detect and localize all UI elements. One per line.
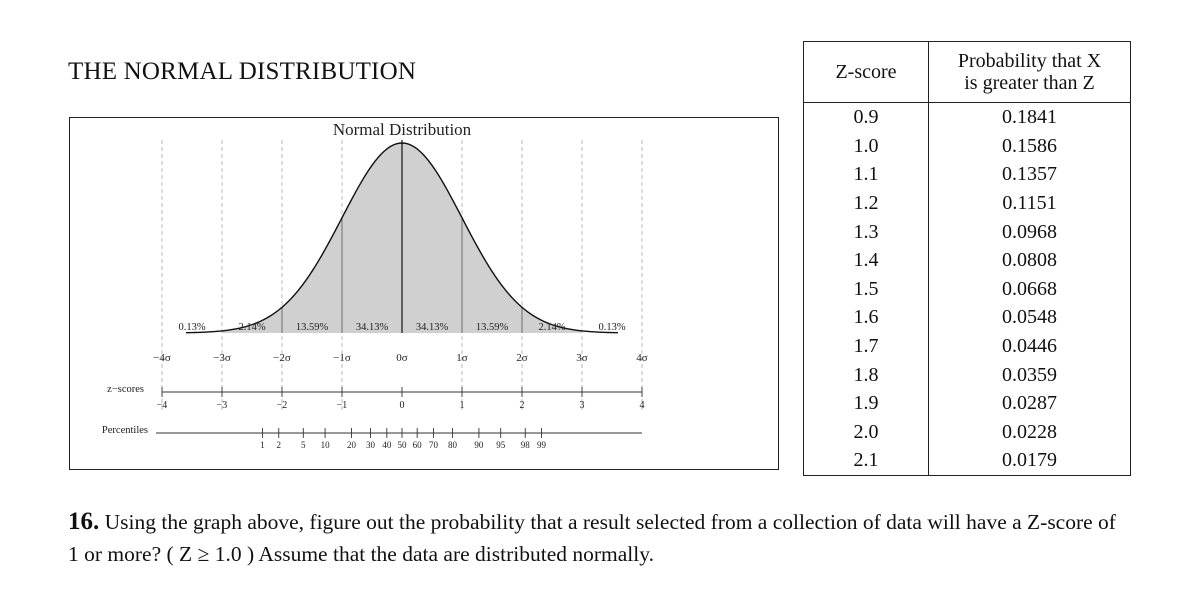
percentile-tick-label: 99 <box>537 440 547 450</box>
sigma-label: 2σ <box>516 352 528 364</box>
percentile-tick-label: 90 <box>474 440 484 450</box>
percent-label: 13.59% <box>296 322 329 333</box>
zscore-tick-label: 2 <box>520 400 525 411</box>
z-score-cell: 1.1 <box>803 160 929 189</box>
sigma-label: −4σ <box>153 352 171 364</box>
z-score-table: Z-score Probability that X is greater th… <box>803 41 1131 476</box>
percent-label: 2.14% <box>538 322 565 333</box>
percentile-tick-label: 80 <box>448 440 458 450</box>
zscore-tick-label: 1 <box>460 400 465 411</box>
z-score-cell: 1.3 <box>803 217 929 246</box>
table-row: 1.4 0.0808 <box>803 245 1131 275</box>
z-score-cell: 1.4 <box>803 245 929 275</box>
page-title: THE NORMAL DISTRIBUTION <box>68 58 417 85</box>
percentile-tick-label: 98 <box>521 440 531 450</box>
table-row: 1.3 0.0968 <box>803 217 1131 246</box>
zscore-tick-label: −2 <box>277 400 288 411</box>
zscores-row-label: z−scores <box>107 384 144 395</box>
zscore-tick-label: −3 <box>217 400 228 411</box>
table-row: 2.0 0.0228 <box>803 417 1131 447</box>
probability-cell: 0.0179 <box>928 446 1131 476</box>
percentile-tick-label: 70 <box>429 440 439 450</box>
sigma-label: 0σ <box>396 352 408 364</box>
z-score-cell: 1.0 <box>803 131 929 161</box>
table-header-row: Z-score Probability that X is greater th… <box>803 41 1131 103</box>
percent-label: 0.13% <box>598 322 625 333</box>
percent-label: 2.14% <box>238 322 265 333</box>
probability-cell: 0.0548 <box>928 303 1131 332</box>
table-row: 1.5 0.0668 <box>803 274 1131 304</box>
table-row: 0.9 0.1841 <box>803 101 1131 132</box>
sigma-label: 4σ <box>636 352 648 364</box>
header-probability-line2: is greater than Z <box>964 72 1095 94</box>
percent-label: 13.59% <box>476 322 509 333</box>
zscore-tick-label: 4 <box>640 400 645 411</box>
table-row: 2.1 0.0179 <box>803 446 1131 476</box>
probability-cell: 0.0228 <box>928 417 1131 447</box>
percentile-tick-label: 95 <box>496 440 506 450</box>
percentile-tick-label: 2 <box>277 440 282 450</box>
z-score-cell: 1.5 <box>803 274 929 304</box>
probability-cell: 0.0359 <box>928 360 1131 389</box>
percentile-tick-label: 30 <box>366 440 376 450</box>
normal-distribution-figure: Normal Distribution 0.13% 2.14% 13.59% 34.13… <box>69 117 779 470</box>
percent-label: 34.13% <box>356 322 389 333</box>
percentile-tick-label: 20 <box>347 440 357 450</box>
z-score-cell: 2.1 <box>803 446 929 476</box>
table-row: 1.0 0.1586 <box>803 131 1131 161</box>
probability-cell: 0.1841 <box>928 101 1131 132</box>
question-number: 16. <box>68 508 100 535</box>
z-score-cell: 0.9 <box>803 101 929 132</box>
zscore-tick-label: 0 <box>400 400 405 411</box>
percentiles-row-label: Percentiles <box>102 425 148 436</box>
z-score-cell: 1.2 <box>803 188 929 218</box>
table-row: 1.1 0.1357 <box>803 160 1131 189</box>
probability-cell: 0.0808 <box>928 245 1131 275</box>
zscore-tick-label: 3 <box>580 400 585 411</box>
probability-cell: 0.0968 <box>928 217 1131 246</box>
question-16: 16. Using the graph above, figure out th… <box>68 506 1128 570</box>
probability-cell: 0.0446 <box>928 331 1131 361</box>
sigma-label: 3σ <box>576 352 588 364</box>
probability-cell: 0.0668 <box>928 274 1131 304</box>
percent-label: 0.13% <box>178 322 205 333</box>
probability-cell: 0.1586 <box>928 131 1131 161</box>
table-row: 1.2 0.1151 <box>803 188 1131 218</box>
question-text: Using the graph above, figure out the pr… <box>68 510 1116 566</box>
header-z-score: Z-score <box>803 41 929 103</box>
table-row: 1.9 0.0287 <box>803 388 1131 418</box>
percent-label: 34.13% <box>416 322 449 333</box>
z-score-cell: 1.8 <box>803 360 929 389</box>
probability-cell: 0.1357 <box>928 160 1131 189</box>
z-score-cell: 1.9 <box>803 388 929 418</box>
table-row: 1.6 0.0548 <box>803 303 1131 332</box>
zscore-tick-label: −4 <box>157 400 168 411</box>
sigma-label: 1σ <box>456 352 468 364</box>
figure-title: Normal Distribution <box>333 120 472 139</box>
percentile-tick-label: 50 <box>398 440 408 450</box>
table-row: 1.7 0.0446 <box>803 331 1131 361</box>
percentile-tick-label: 60 <box>413 440 423 450</box>
sigma-label: −2σ <box>273 352 291 364</box>
percentile-tick-label: 10 <box>321 440 331 450</box>
zscore-tick-label: −1 <box>337 400 348 411</box>
header-probability: Probability that X is greater than Z <box>928 41 1131 103</box>
percentile-tick-label: 40 <box>382 440 392 450</box>
probability-cell: 0.0287 <box>928 388 1131 418</box>
percentile-tick-label: 1 <box>260 440 265 450</box>
normal-distribution-graph: Normal Distribution 0.13% 2.14% 13.59% 34.13… <box>102 120 648 450</box>
probability-cell: 0.1151 <box>928 188 1131 218</box>
table-row: 1.8 0.0359 <box>803 360 1131 389</box>
z-score-cell: 1.6 <box>803 303 929 332</box>
header-probability-line1: Probability that X <box>957 50 1102 72</box>
sigma-label: −1σ <box>333 352 351 364</box>
z-score-cell: 2.0 <box>803 417 929 447</box>
z-score-cell: 1.7 <box>803 331 929 361</box>
sigma-label: −3σ <box>213 352 231 364</box>
percentile-tick-label: 5 <box>301 440 306 450</box>
